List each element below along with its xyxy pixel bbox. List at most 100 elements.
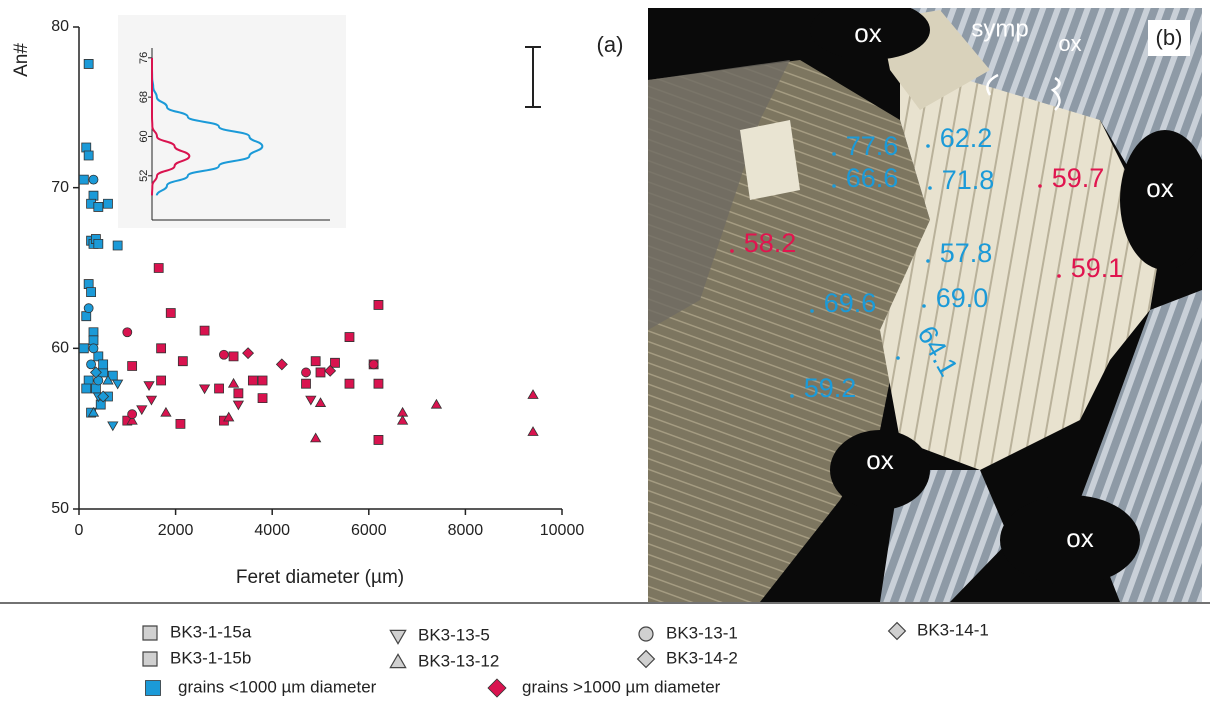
point	[87, 406, 100, 417]
point	[160, 406, 172, 417]
point	[310, 432, 322, 443]
mineral-label: ox	[1066, 523, 1093, 553]
point	[88, 174, 99, 185]
point	[145, 395, 158, 406]
legend-marker	[389, 653, 407, 669]
point	[127, 361, 138, 371]
inset-y-tick-label: 68	[138, 91, 150, 103]
legend-marker	[389, 629, 407, 645]
spot	[810, 309, 814, 313]
an-value-label: 69.0	[936, 283, 989, 313]
point	[247, 375, 258, 386]
legend-label: grains >1000 µm diameter	[522, 677, 721, 696]
point	[156, 375, 167, 386]
spot	[730, 249, 734, 253]
point	[97, 390, 110, 403]
an-value-label: 62.2	[940, 123, 993, 153]
point	[98, 359, 109, 370]
point	[301, 367, 311, 378]
point	[199, 325, 210, 336]
point	[78, 343, 89, 354]
point	[373, 378, 384, 389]
point	[126, 414, 138, 425]
point	[102, 374, 114, 385]
point	[86, 359, 96, 370]
an-value-label: 71.8	[942, 165, 995, 195]
point	[83, 303, 94, 314]
x-tick-label: 0	[75, 522, 84, 539]
point	[368, 359, 379, 370]
legend-marker	[145, 680, 161, 696]
point	[227, 377, 240, 388]
point	[301, 378, 311, 389]
panel-label: (b)	[1156, 25, 1183, 50]
spot	[1057, 274, 1061, 278]
point	[136, 405, 148, 416]
point	[93, 202, 104, 212]
point	[112, 240, 123, 251]
legend-label: BK3-13-5	[418, 625, 490, 644]
spot	[832, 184, 836, 188]
point	[86, 287, 96, 298]
an-value-label: 66.6	[846, 163, 899, 193]
x-tick-label: 6000	[351, 522, 387, 539]
an-value-label: 59.1	[1071, 253, 1124, 283]
x-tick-label: 4000	[254, 522, 290, 539]
point	[430, 398, 443, 409]
point	[81, 311, 92, 322]
spot	[832, 152, 836, 156]
point	[396, 414, 409, 425]
point	[223, 411, 235, 422]
legend-label: BK3-1-15b	[170, 648, 251, 667]
legend-label: BK3-13-12	[418, 651, 499, 670]
point	[373, 300, 384, 310]
legend-marker	[638, 626, 654, 642]
legend-marker	[887, 621, 907, 641]
spot	[1038, 184, 1042, 188]
point	[198, 384, 211, 395]
point	[83, 150, 94, 161]
x-tick-label: 10000	[540, 522, 585, 539]
mineral-label: ox	[1058, 31, 1081, 56]
spot	[896, 356, 900, 360]
point	[88, 190, 99, 201]
inset-y-tick-label: 60	[138, 130, 150, 142]
legend-marker	[636, 649, 656, 669]
point	[242, 347, 255, 360]
panel-label: (a)	[597, 32, 624, 57]
y-tick-label: 50	[51, 500, 69, 517]
x-tick-label: 2000	[158, 522, 194, 539]
point	[88, 335, 99, 346]
y-tick-label: 80	[51, 18, 69, 35]
legend-marker	[142, 651, 158, 667]
point	[153, 263, 164, 273]
legend-marker	[142, 625, 158, 641]
point	[122, 327, 133, 338]
y-tick-label: 60	[51, 340, 69, 357]
point	[373, 435, 384, 445]
spot	[790, 394, 794, 398]
point	[228, 351, 239, 362]
inset-background	[118, 15, 346, 228]
mineral-label: symp	[971, 15, 1028, 42]
legend-label: BK3-14-2	[666, 648, 738, 667]
spot	[926, 144, 930, 148]
legend-label: BK3-14-1	[917, 620, 989, 639]
an-value-label: 59.2	[804, 373, 857, 403]
x-tick-label: 8000	[448, 522, 484, 539]
point	[314, 397, 327, 407]
legend-marker	[487, 678, 507, 698]
point	[78, 174, 89, 185]
point	[143, 381, 155, 392]
mineral-label: ox	[1146, 173, 1173, 203]
point	[88, 343, 99, 354]
density-curve	[151, 57, 191, 196]
point	[91, 383, 101, 394]
point	[275, 358, 288, 371]
point	[315, 367, 326, 378]
y-tick-label: 70	[51, 179, 69, 196]
point	[177, 356, 188, 367]
point	[83, 59, 94, 69]
mineral-label: ox	[866, 445, 893, 475]
